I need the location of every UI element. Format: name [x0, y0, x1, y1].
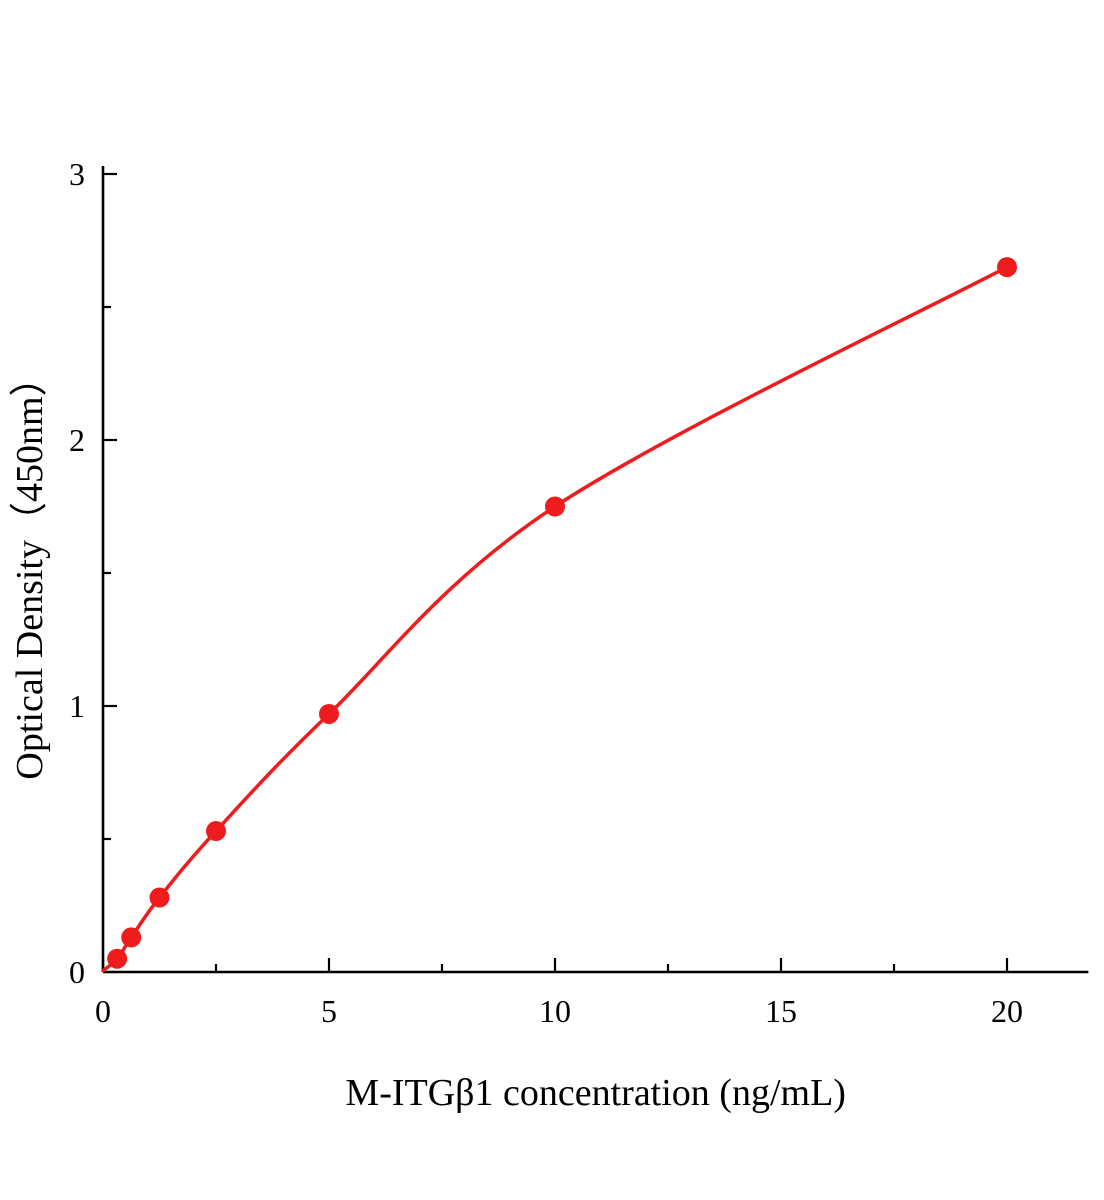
y-tick-label: 3 — [69, 156, 85, 192]
y-tick-label: 1 — [69, 688, 85, 724]
data-point-marker — [545, 496, 565, 517]
y-tick-label: 2 — [69, 422, 85, 458]
x-tick-label: 5 — [321, 993, 337, 1029]
x-axis-title: M-ITGβ1 concentration (ng/mL) — [345, 1072, 846, 1114]
data-point-marker — [319, 703, 339, 724]
data-point-marker — [206, 821, 226, 842]
x-tick-label: 0 — [95, 993, 111, 1029]
data-point-marker — [997, 257, 1017, 278]
data-point-marker — [149, 887, 170, 908]
x-tick-label: 20 — [991, 993, 1023, 1029]
y-axis-title: Optical Density（450nm） — [9, 358, 51, 779]
x-tick-label: 15 — [765, 993, 797, 1029]
data-point-marker — [121, 927, 142, 948]
x-tick-label: 10 — [539, 993, 571, 1029]
fit-curve — [101, 265, 1009, 973]
data-point-marker — [107, 948, 128, 969]
y-tick-label: 0 — [69, 954, 85, 990]
